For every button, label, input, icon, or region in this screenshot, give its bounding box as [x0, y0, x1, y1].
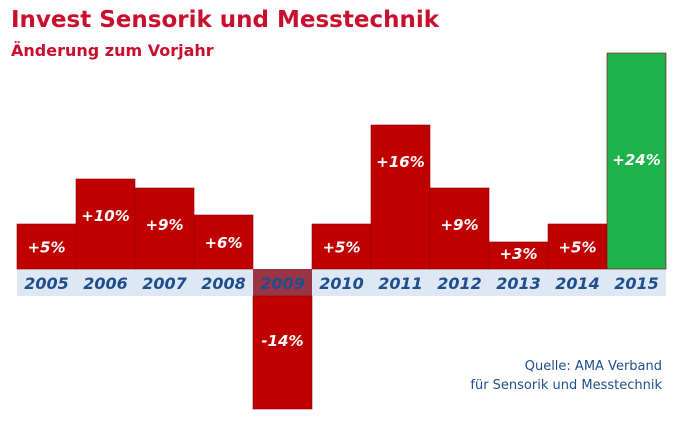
data-label-2012: +9%	[440, 216, 478, 234]
source-note: Quelle: AMA Verband für Sensorik und Mes…	[470, 357, 662, 395]
bar-2011	[370, 124, 431, 270]
bar-group-2014: +5% 2014	[547, 223, 608, 293]
x-tick-label-2014: 2014	[555, 274, 600, 293]
data-label-2011: +16%	[376, 153, 424, 171]
bar-2012	[429, 187, 490, 270]
bar-2013	[488, 241, 549, 270]
x-tick-label-2010: 2010	[319, 274, 364, 293]
bar-2007	[134, 187, 195, 270]
chart-title: Invest Sensorik und Messtechnik	[11, 7, 440, 33]
x-tick-label-2006: 2006	[83, 274, 128, 293]
data-label-2007: +9%	[145, 216, 183, 234]
bar-2009	[252, 295, 313, 410]
source-line-1: Quelle: AMA Verband	[524, 359, 662, 374]
x-tick-label-2007: 2007	[142, 274, 187, 293]
bar-group-2012: +9% 2012	[429, 187, 490, 293]
data-label-2008: +6%	[204, 234, 242, 252]
source-line-2: für Sensorik und Messtechnik	[470, 378, 662, 393]
data-label-2014: +5%	[558, 239, 596, 257]
bar-group-2010: +5% 2010	[311, 223, 372, 293]
negative-band-2009	[253, 269, 312, 296]
x-tick-label-2005: 2005	[24, 274, 69, 293]
bar-group-2005: +5% 2005	[16, 223, 77, 293]
bar-2014	[547, 223, 608, 270]
data-label-2006: +10%	[81, 207, 129, 225]
x-tick-label-2008: 2008	[201, 274, 246, 293]
bar-group-2008: +6% 2008	[193, 214, 254, 293]
bar-group-2007: +9% 2007	[134, 187, 195, 293]
x-tick-label-2015: 2015	[614, 274, 659, 293]
bar-group-2009: -14% 2009	[252, 269, 313, 410]
x-tick-label-2013: 2013	[496, 274, 541, 293]
x-tick-label-2012: 2012	[437, 274, 482, 293]
data-label-2013: +3%	[499, 245, 537, 263]
data-label-2009: -14%	[261, 332, 303, 350]
chart-subtitle: Änderung zum Vorjahr	[11, 41, 214, 60]
axis-band	[17, 269, 666, 296]
bar-group-2006: +10% 2006	[75, 178, 136, 293]
bar-2010	[311, 223, 372, 270]
data-label-2010: +5%	[322, 239, 360, 257]
bar-group-2011: +16% 2011	[370, 124, 431, 293]
data-label-2015: +24%	[612, 151, 660, 169]
bar-2006	[75, 178, 136, 270]
bar-2008	[193, 214, 254, 270]
bar-2015	[606, 52, 667, 270]
x-tick-label-2011: 2011	[378, 274, 423, 293]
bar-group-2013: +3% 2013	[488, 241, 549, 293]
bar-group-2015: +24% 2015	[606, 52, 667, 293]
x-tick-label-2009: 2009	[260, 274, 305, 293]
data-label-2005: +5%	[27, 239, 65, 257]
